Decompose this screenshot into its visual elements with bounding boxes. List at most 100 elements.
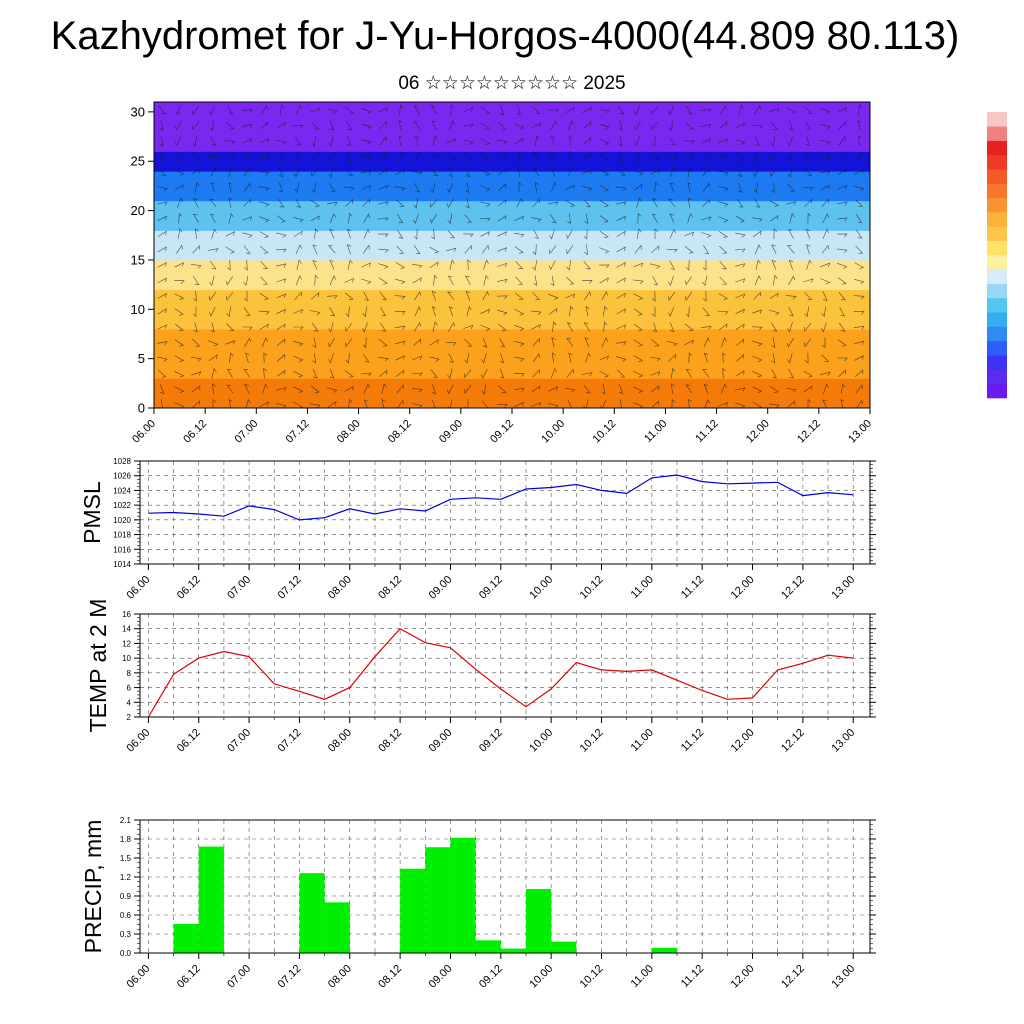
wind-barb	[787, 183, 796, 192]
wind-barb	[296, 259, 302, 270]
wind-barb	[836, 248, 848, 253]
wind-barb	[786, 388, 797, 393]
wind-barb	[226, 323, 235, 332]
colorbar-swatch	[987, 197, 1007, 213]
wind-barb	[312, 353, 317, 364]
wind-barb	[735, 232, 746, 238]
wind-barb	[836, 233, 848, 238]
wind-barb	[293, 386, 304, 393]
wind-barb	[735, 215, 745, 223]
wind-barb	[344, 277, 355, 283]
x-tick-label: 09.12	[477, 963, 505, 991]
wind-barb	[599, 123, 610, 130]
wind-barb	[514, 232, 525, 238]
x-tick-label: 06.12	[175, 727, 203, 755]
wind-barb	[174, 371, 185, 378]
wind-barb	[497, 262, 508, 268]
wind-barb	[583, 261, 591, 270]
wind-barb	[805, 136, 810, 147]
colorbar-swatch	[987, 140, 1007, 156]
wind-barb	[668, 120, 673, 132]
wind-barb	[227, 259, 231, 271]
colorbar-swatch	[987, 240, 1007, 256]
wind-barb	[244, 259, 248, 271]
wind-barb	[480, 185, 491, 192]
wind-barb	[243, 307, 251, 316]
x-tick-label: 07.00	[225, 574, 253, 602]
wind-barb	[348, 212, 353, 224]
wind-barb	[854, 355, 864, 361]
wind-barb	[397, 399, 405, 408]
wind-barb	[174, 323, 184, 332]
wind-barb	[788, 259, 794, 270]
y-tick-label: 14	[122, 625, 131, 634]
wind-barb	[414, 291, 422, 301]
x-tick-label: 07.00	[232, 418, 260, 446]
wind-barb	[650, 263, 661, 269]
wind-barb	[227, 105, 234, 115]
wind-barb	[314, 274, 319, 286]
wind-barb	[398, 135, 403, 146]
wind-barb	[312, 337, 317, 348]
wind-barb	[803, 385, 813, 393]
wind-barb	[769, 309, 780, 316]
x-tick-label: 10.00	[527, 574, 555, 602]
wind-barb	[685, 368, 692, 378]
wind-barb	[207, 156, 219, 160]
wind-barb	[447, 213, 452, 225]
wind-barb	[701, 123, 712, 128]
wind-barb	[651, 290, 656, 302]
wind-barb	[159, 120, 164, 131]
wind-barb	[430, 214, 437, 224]
wind-barb	[496, 295, 508, 300]
wind-barb	[803, 338, 812, 348]
wind-barb	[413, 105, 420, 115]
wind-barb	[432, 135, 438, 146]
wind-barb	[599, 355, 609, 361]
wind-barb	[176, 244, 184, 254]
wind-barb	[855, 245, 864, 254]
wind-barb	[466, 305, 472, 317]
wind-barb	[617, 105, 625, 115]
wind-barb	[497, 140, 508, 145]
wind-barb	[378, 339, 388, 347]
wind-barb	[736, 353, 744, 362]
wind-barb	[276, 323, 286, 331]
wind-barb	[344, 322, 353, 332]
wind-barb	[258, 155, 270, 160]
wind-barb	[684, 246, 694, 254]
wind-barb	[228, 181, 233, 193]
wind-barb	[669, 322, 675, 333]
x-tick-label: 06.00	[130, 418, 158, 446]
wind-barb	[753, 291, 762, 300]
wind-barb	[855, 199, 864, 207]
wind-barb	[499, 368, 505, 379]
wind-barb	[820, 170, 831, 175]
wind-barb	[769, 385, 779, 394]
wind-barb	[174, 170, 185, 176]
wind-barb	[192, 245, 201, 254]
wind-barb	[211, 367, 217, 379]
wind-barb	[837, 357, 848, 362]
wind-barb	[633, 371, 644, 378]
wind-barb	[360, 155, 372, 160]
wind-barb	[771, 337, 776, 349]
wind-barb	[702, 369, 710, 378]
wind-barb	[412, 263, 423, 269]
wind-barb	[738, 104, 744, 115]
wind-barb	[479, 217, 491, 222]
wind-barb	[378, 184, 389, 190]
wind-barb	[599, 199, 609, 208]
wind-barb	[481, 368, 488, 379]
y-tick-label: 1016	[113, 545, 131, 554]
wind-barb	[380, 322, 387, 332]
wind-barb	[192, 306, 197, 318]
wind-barb	[193, 322, 198, 333]
wind-barb	[687, 212, 693, 224]
wind-barb	[276, 369, 286, 377]
colorbar-swatch	[987, 297, 1007, 313]
wind-barb	[735, 402, 746, 408]
wind-barb	[820, 139, 831, 145]
colorbar-swatch	[987, 312, 1007, 327]
wind-barb	[514, 340, 525, 347]
